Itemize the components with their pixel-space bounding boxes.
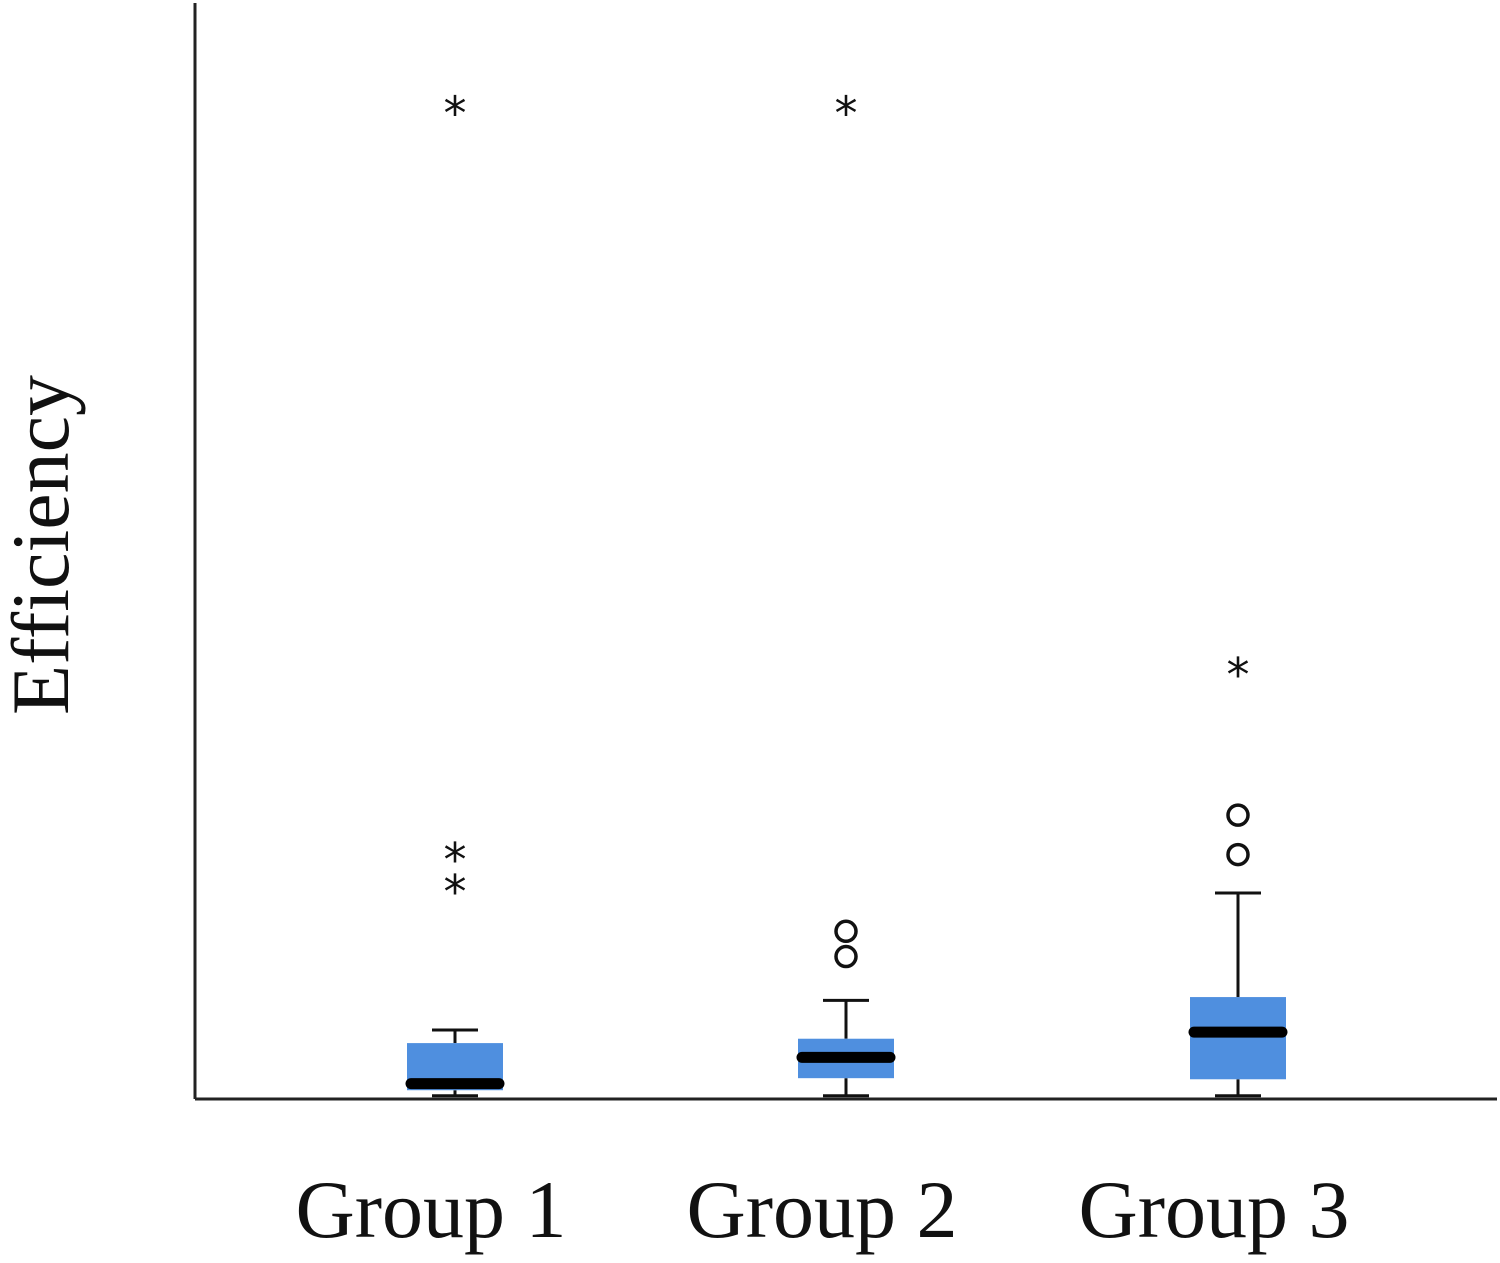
extreme-outlier-star: * [444,87,467,141]
y-axis-label: Efficiency [0,375,86,715]
outlier-circle [834,944,858,969]
outlier-circle [1226,842,1250,867]
extreme-outlier-star: * [1227,648,1250,702]
x-tick-label: Group 3 [1078,1164,1349,1255]
box-group-1: *** [405,87,505,1098]
iqr-box [1190,997,1286,1080]
x-tick-label: Group 2 [686,1164,957,1255]
extreme-outlier-star: * [444,833,467,887]
extreme-outlier-star: * [835,87,858,141]
box-group-3: * [1188,648,1288,1098]
plot-marks: *** ** [405,87,1288,1098]
outlier-circle [834,919,858,944]
box-group-2: * [796,87,896,1098]
x-tick-label: Group 1 [295,1164,566,1255]
outlier-circle [1226,803,1250,827]
x-tick-labels: Group 1 Group 2 Group 3 [295,1164,1349,1255]
extreme-outlier-star: * [444,865,467,919]
